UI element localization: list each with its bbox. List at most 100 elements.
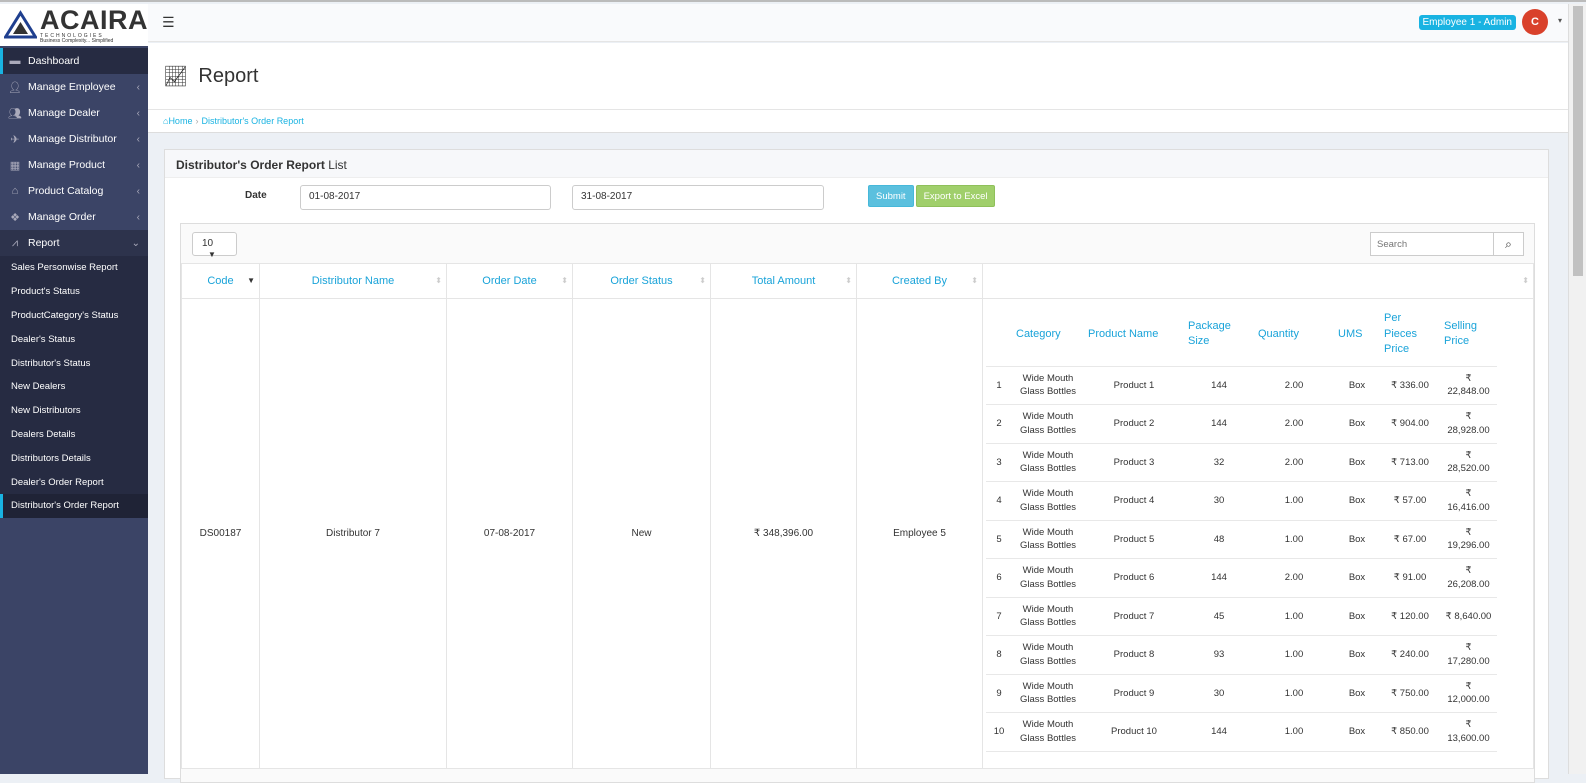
submenu-item[interactable]: Dealer's Order Report xyxy=(11,476,104,488)
detail-column-header: Product Name xyxy=(1084,303,1184,367)
detail-cell: 4 xyxy=(986,481,1012,521)
submenu-item[interactable]: New Distributors xyxy=(11,405,81,417)
page-scrollbar[interactable] xyxy=(1568,4,1586,774)
detail-cell: 2.00 xyxy=(1254,558,1334,598)
column-header[interactable]: Order Date ⬍ xyxy=(446,263,573,299)
submenu-item[interactable]: New Dealers xyxy=(11,381,66,393)
column-header[interactable]: Order Status ⬍ xyxy=(572,263,711,299)
detail-cell: Wide Mouth Glass Bottles xyxy=(1012,597,1084,636)
chevron-left-icon: ‹ xyxy=(136,185,140,197)
breadcrumb-home[interactable]: Home xyxy=(168,116,193,126)
sidebar-item-label: Manage Dealer xyxy=(28,107,100,119)
table-row: DS00187 Distributor 7 07-08-2017 New ₹ 3… xyxy=(181,298,1534,769)
detail-row: 7 Wide Mouth Glass Bottles Product 7 45 1.00… xyxy=(986,597,1497,636)
line-chart-icon: ⩘ xyxy=(11,236,19,249)
detail-cell: 1.00 xyxy=(1254,481,1334,521)
chevron-left-icon: ‹ xyxy=(136,159,140,171)
from-date-input[interactable]: 01-08-2017 xyxy=(300,185,551,210)
detail-cell: ₹ 13,600.00 xyxy=(1440,712,1497,752)
chevron-left-icon: ‹ xyxy=(136,81,140,93)
home-icon: ⌂ xyxy=(11,185,19,197)
detail-cell: 2.00 xyxy=(1254,366,1334,405)
submenu-item[interactable]: Distributor's Order Report xyxy=(0,493,148,518)
sidebar-item-manage-distributor[interactable]: ✈︎ Manage Distributor ‹ xyxy=(0,126,148,152)
sidebar-item-manage-dealer[interactable]: 👥︎ Manage Dealer ‹ xyxy=(0,100,148,126)
cell-date: 07-08-2017 xyxy=(446,298,573,769)
avatar[interactable]: C xyxy=(1522,9,1548,35)
menu-toggle-icon[interactable]: ☰ xyxy=(162,14,175,30)
detail-cell: Box xyxy=(1334,635,1380,675)
column-header[interactable]: Code ▼ xyxy=(181,263,260,299)
detail-cell: Product 3 xyxy=(1084,443,1184,482)
search-input[interactable] xyxy=(1371,233,1493,255)
detail-cell: 93 xyxy=(1184,635,1254,675)
column-header[interactable]: Distributor Name ⬍ xyxy=(259,263,447,299)
user-icon: 👤︎ xyxy=(8,81,22,94)
cell-status: New xyxy=(572,298,711,769)
detail-cell: 7 xyxy=(986,597,1012,636)
cell-code: DS00187 xyxy=(181,298,260,769)
detail-cell: 3 xyxy=(986,443,1012,482)
detail-cell: Product 10 xyxy=(1084,712,1184,752)
submit-button[interactable]: Submit xyxy=(868,185,914,207)
submenu-item[interactable]: ProductCategory's Status xyxy=(11,309,119,321)
plane-icon: ✈︎ xyxy=(10,133,20,146)
submenu-item[interactable]: Distributors Details xyxy=(11,452,91,464)
sidebar-item-manage-order[interactable]: ❖ Manage Order ‹ xyxy=(0,204,148,230)
sidebar-item-dashboard[interactable]: ▬ Dashboard xyxy=(0,48,148,74)
report-box: Distributor's Order Report List Date 01-… xyxy=(164,149,1549,783)
detail-cell: 1.00 xyxy=(1254,597,1334,636)
detail-column-header: Category xyxy=(1012,303,1084,367)
detail-cell: 144 xyxy=(1184,712,1254,752)
detail-column-header: Package Size xyxy=(1184,303,1254,367)
user-badge[interactable]: Employee 1 - Admin xyxy=(1418,15,1516,30)
sidebar-item-report[interactable]: ⩘ Report ⌄ xyxy=(0,230,148,256)
detail-cell: ₹ 904.00 xyxy=(1380,404,1440,444)
detail-cell: ₹ 120.00 xyxy=(1380,597,1440,636)
export-excel-button[interactable]: Export to Excel xyxy=(915,185,996,207)
detail-cell: 1.00 xyxy=(1254,674,1334,713)
orders-table: Code ▼ Distributor Name ⬍ Order Date ⬍ Order S… xyxy=(181,263,1534,769)
column-header[interactable]: ⬍ xyxy=(982,263,1534,299)
detail-row: 8 Wide Mouth Glass Bottles Product 8 93 1.00… xyxy=(986,635,1497,675)
sidebar-item-manage-product[interactable]: ▦ Manage Product ‹ xyxy=(0,152,148,178)
logo[interactable]: ACAIRA TECHNOLOGIES Business Complexity.… xyxy=(0,4,148,46)
chevron-down-icon[interactable]: ▾ xyxy=(1557,16,1562,25)
chevron-left-icon: ‹ xyxy=(136,107,140,119)
detail-cell: 8 xyxy=(986,635,1012,675)
detail-cell: 1.00 xyxy=(1254,712,1334,752)
detail-cell: Box xyxy=(1334,443,1380,482)
sidebar-item-label: Manage Order xyxy=(28,211,96,223)
breadcrumb-current[interactable]: Distributor's Order Report xyxy=(201,116,304,126)
detail-column-header: Quantity xyxy=(1254,303,1334,367)
sidebar-item-manage-employee[interactable]: 👤︎ Manage Employee ‹ xyxy=(0,74,148,100)
detail-cell: 9 xyxy=(986,674,1012,713)
detail-column-header: Selling Price xyxy=(1440,303,1497,367)
column-header[interactable]: Total Amount ⬍ xyxy=(710,263,857,299)
home-icon: ⌂ xyxy=(163,116,169,126)
page-length-select[interactable]: 10 ▼ xyxy=(192,232,237,259)
detail-cell: 10 xyxy=(986,712,1012,752)
submenu-item[interactable]: Dealer's Status xyxy=(11,333,76,345)
submenu-item[interactable]: Distributor's Status xyxy=(11,357,91,369)
logo-triangle-icon xyxy=(4,10,37,39)
submenu-item[interactable]: Product's Status xyxy=(11,286,80,298)
detail-cell: ₹ 28,520.00 xyxy=(1440,443,1497,482)
column-header[interactable]: Created By ⬍ xyxy=(856,263,983,299)
report-submenu: Sales Personwise Report Product's Status P… xyxy=(0,256,148,518)
detail-cell: 1.00 xyxy=(1254,635,1334,675)
submenu-item[interactable]: Dealers Details xyxy=(11,428,76,440)
detail-cell: Product 6 xyxy=(1084,558,1184,598)
sort-icon: ⬍ xyxy=(435,276,442,285)
submenu-item[interactable]: Sales Personwise Report xyxy=(11,262,118,274)
search-icon[interactable]: ⌕ xyxy=(1493,233,1523,255)
to-date-input[interactable]: 31-08-2017 xyxy=(572,185,824,210)
sidebar-item-product-catalog[interactable]: ⌂ Product Catalog ‹ xyxy=(0,178,148,204)
detail-cell: Product 8 xyxy=(1084,635,1184,675)
cell-distributor: Distributor 7 xyxy=(259,298,447,769)
detail-row: 10 Wide Mouth Glass Bottles Product 10 144 1… xyxy=(986,712,1497,752)
cell-details: Category Product Name Package Size Quantity… xyxy=(982,298,1534,769)
users-icon: 👥︎ xyxy=(8,107,22,120)
detail-cell: Product 2 xyxy=(1084,404,1184,444)
detail-cell: ₹ 750.00 xyxy=(1380,674,1440,713)
